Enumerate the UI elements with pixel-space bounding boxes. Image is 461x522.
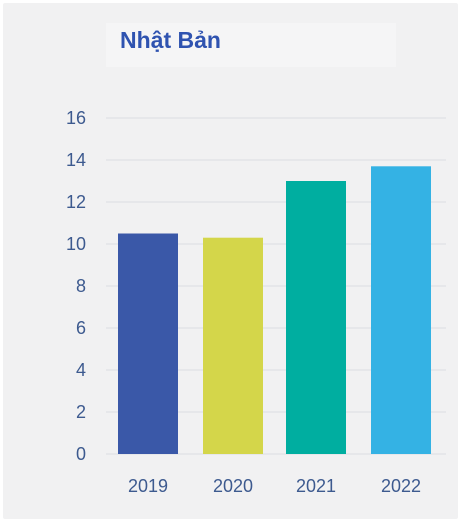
- x-tick-label: 2021: [296, 476, 336, 496]
- y-tick-label: 12: [66, 192, 86, 212]
- bar-2021: [286, 181, 346, 454]
- y-tick-label: 16: [66, 108, 86, 128]
- bars: [118, 166, 431, 455]
- y-tick-label: 8: [76, 276, 86, 296]
- y-tick-label: 6: [76, 318, 86, 338]
- x-tick-label: 2019: [128, 476, 168, 496]
- y-tick-label: 4: [76, 360, 86, 380]
- chart-title: Nhật Bản: [120, 27, 221, 53]
- bar-2022: [371, 166, 431, 455]
- bar-2020: [203, 237, 263, 454]
- x-tick-label: 2020: [213, 476, 253, 496]
- bar-2019: [118, 233, 178, 454]
- y-tick-label: 10: [66, 234, 86, 254]
- y-tick-label: 0: [76, 444, 86, 464]
- x-axis-ticks: 2019 2020 2021 2022: [128, 476, 421, 496]
- y-tick-label: 2: [76, 402, 86, 422]
- y-tick-label: 14: [66, 150, 86, 170]
- x-tick-label: 2022: [381, 476, 421, 496]
- chart-title-box: [106, 23, 396, 67]
- y-axis-ticks: 0 2 4 6 8 10 12 14 16: [66, 108, 86, 464]
